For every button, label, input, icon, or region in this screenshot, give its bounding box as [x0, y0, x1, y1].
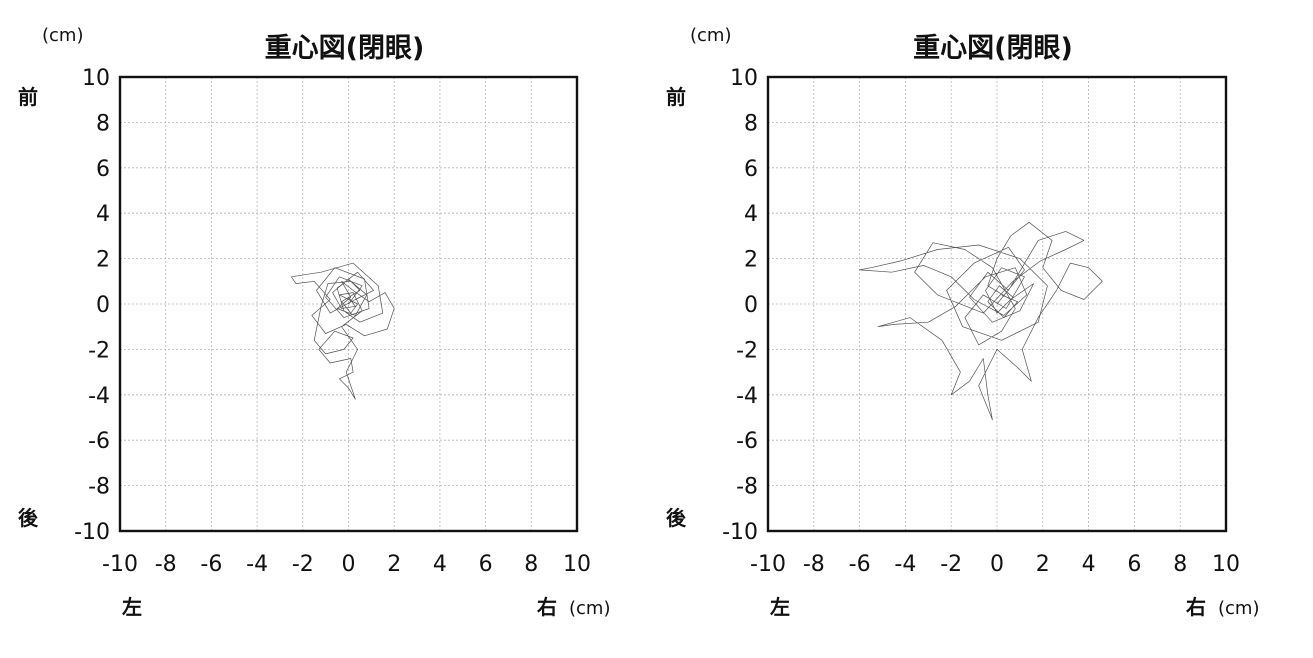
sway-trace-line — [291, 262, 395, 400]
y-tick-label: -6 — [88, 429, 110, 454]
y-tick-label: -2 — [88, 338, 110, 363]
x-tick-label: 2 — [1036, 552, 1050, 577]
x-axis-unit: (cm) — [569, 598, 610, 619]
x-tick-label: -4 — [246, 552, 268, 577]
y-tick-label: -2 — [736, 338, 758, 363]
back-label: 後 — [18, 506, 39, 530]
y-tick-label: 4 — [744, 202, 758, 227]
y-tick-label: -10 — [722, 520, 758, 545]
front-label: 前 — [666, 85, 686, 109]
x-tick-label: 6 — [479, 552, 493, 577]
x-tick-label: -6 — [849, 552, 871, 577]
x-tick-label: 10 — [1212, 552, 1240, 577]
x-tick-label: 8 — [1173, 552, 1187, 577]
y-tick-label: -4 — [736, 384, 758, 409]
x-tick-label: 8 — [524, 552, 538, 577]
sway-trace-line — [859, 221, 1103, 421]
x-tick-label: 0 — [990, 552, 1004, 577]
x-tick-label: -2 — [940, 552, 962, 577]
front-label: 前 — [18, 85, 38, 109]
y-tick-label: -8 — [736, 475, 758, 500]
chart-title: 重心図(閉眼) — [913, 33, 1073, 64]
left-label: 左 — [122, 595, 142, 619]
x-tick-label: 4 — [433, 552, 447, 577]
chart-title: 重心図(閉眼) — [265, 33, 425, 64]
y-tick-label: 6 — [744, 157, 758, 182]
right-label: 右 — [1186, 595, 1206, 619]
y-tick-label: -6 — [736, 429, 758, 454]
x-tick-label: -10 — [750, 552, 786, 577]
x-tick-label: -6 — [200, 552, 222, 577]
y-axis-unit: (cm) — [690, 25, 731, 46]
x-tick-label: 10 — [563, 552, 591, 577]
x-tick-label: 6 — [1127, 552, 1141, 577]
y-tick-label: 10 — [82, 66, 110, 91]
y-tick-label: -10 — [74, 520, 110, 545]
right-label: 右 — [537, 595, 557, 619]
x-tick-label: -4 — [894, 552, 916, 577]
plot-frame — [118, 75, 579, 533]
y-axis-unit: (cm) — [42, 25, 83, 46]
y-tick-label: 2 — [744, 248, 758, 273]
x-axis-unit: (cm) — [1218, 598, 1259, 619]
y-tick-label: 4 — [96, 202, 110, 227]
y-tick-label: 0 — [744, 293, 758, 318]
y-tick-label: 0 — [96, 293, 110, 318]
x-tick-label: -8 — [155, 552, 177, 577]
y-tick-label: 8 — [744, 111, 758, 136]
y-tick-label: -4 — [88, 384, 110, 409]
y-tick-label: -8 — [88, 475, 110, 500]
x-tick-label: -2 — [292, 552, 314, 577]
y-tick-label: 8 — [96, 111, 110, 136]
back-label: 後 — [666, 506, 687, 530]
x-tick-label: -8 — [803, 552, 825, 577]
x-tick-label: 4 — [1082, 552, 1096, 577]
chart-left: 10 8 6 4 2 0 -2 -4 -6 -8 -10 -10 -8 -6 -4 -2 0 2 4 6 8 10 重心図(… — [18, 25, 610, 619]
left-label: 左 — [770, 595, 790, 619]
chart-right: 10 8 6 4 2 0 -2 -4 -6 -8 -10 -10 -8 -6 -4 -2 0 2 4 6 8 10 重心図(… — [666, 25, 1259, 619]
y-tick-label: 6 — [96, 157, 110, 182]
plot-frame — [766, 75, 1228, 533]
y-tick-label: 2 — [96, 248, 110, 273]
x-tick-label: 0 — [342, 552, 356, 577]
x-tick-label: 2 — [387, 552, 401, 577]
x-tick-label: -10 — [102, 552, 138, 577]
y-tick-label: 10 — [730, 66, 758, 91]
